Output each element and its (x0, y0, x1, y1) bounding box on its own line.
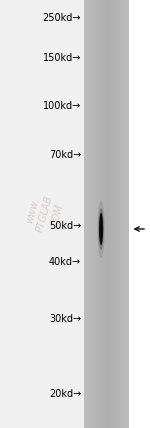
Text: 100kd→: 100kd→ (43, 101, 81, 111)
Text: 20kd→: 20kd→ (49, 389, 81, 399)
Ellipse shape (98, 208, 104, 250)
Text: 50kd→: 50kd→ (49, 220, 81, 231)
Text: 150kd→: 150kd→ (43, 53, 81, 63)
Text: 250kd→: 250kd→ (42, 13, 81, 23)
Bar (129, 0, 150, 428)
Text: 70kd→: 70kd→ (49, 150, 81, 160)
Ellipse shape (99, 213, 103, 245)
Text: 30kd→: 30kd→ (49, 314, 81, 324)
Text: www.
PTGLAB
.COM: www. PTGLAB .COM (23, 191, 67, 237)
Bar (0, 0, 84, 428)
Ellipse shape (98, 200, 105, 258)
Text: 40kd→: 40kd→ (49, 257, 81, 267)
